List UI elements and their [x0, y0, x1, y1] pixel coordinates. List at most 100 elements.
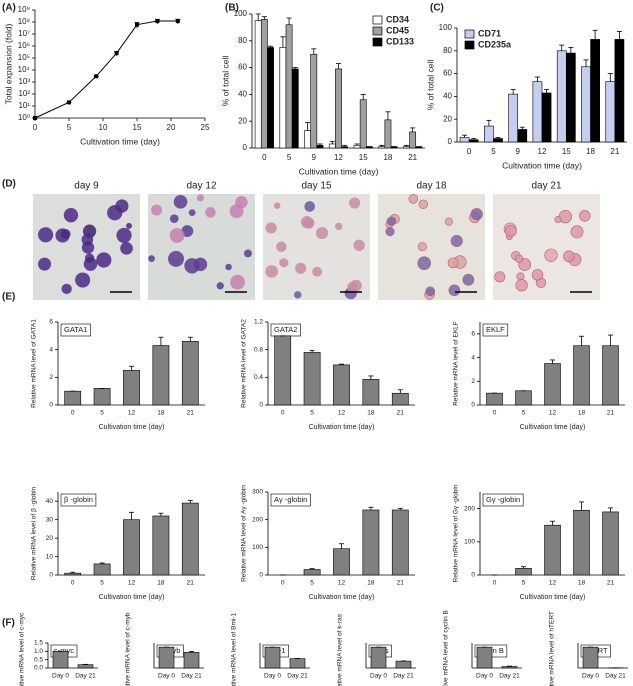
y-axis-label: % of total cell [425, 60, 435, 111]
cell [544, 248, 558, 262]
y-tick-label: 80 [443, 46, 452, 55]
cell [188, 209, 196, 217]
micrograph-label: day 9 [74, 181, 99, 192]
bar [52, 651, 69, 669]
x-tick-label: 5 [310, 410, 314, 417]
y-tick-label: 40 [443, 92, 452, 101]
cell [115, 199, 129, 213]
x-tick-label: 0 [467, 147, 472, 156]
cell [515, 279, 528, 292]
x-tick-label: 5 [522, 410, 526, 417]
legend-label: CD235a [478, 39, 512, 49]
x-tick-label: Day 0 [370, 673, 387, 680]
cell [193, 257, 208, 272]
x-tick-label: Day 21 [287, 673, 308, 680]
bar [565, 52, 576, 143]
cell [205, 207, 216, 218]
bar [93, 388, 111, 406]
cell [75, 272, 91, 288]
y-tick-label: 60 [443, 69, 452, 78]
x-axis-label: Cultivation time (day) [80, 136, 160, 146]
x-tick-label: 21 [187, 580, 195, 587]
x-tick-label: 15 [133, 123, 142, 132]
chart-title: EKLF [486, 325, 505, 334]
y-tick-label: 20 [443, 114, 452, 123]
x-tick-label: 0 [33, 123, 38, 132]
x-tick-label: 18 [383, 153, 392, 162]
bar [254, 20, 262, 149]
y-tick-label: 10⁸ [18, 17, 30, 26]
panel-label: (C) [430, 3, 444, 14]
bar [508, 93, 519, 143]
x-tick-label: Day 21 [181, 673, 202, 680]
y-tick-label: 1.0 [34, 648, 43, 655]
point [155, 19, 160, 24]
bar [335, 68, 342, 149]
cell [295, 262, 307, 274]
cell [120, 242, 133, 255]
y-tick-label: 10¹ [18, 101, 30, 110]
cell [148, 255, 155, 262]
bar [403, 146, 410, 149]
cell [570, 225, 584, 239]
title-box [482, 493, 524, 507]
legend-swatch [372, 37, 383, 47]
y-tick-label: 0 [471, 572, 475, 579]
panel-label: (D) [2, 179, 16, 190]
bar [183, 652, 200, 669]
x-tick-label: 21 [397, 580, 405, 587]
cell [60, 228, 71, 240]
x-tick-label: 21 [408, 153, 417, 162]
bar [316, 145, 324, 149]
x-tick-label: 18 [157, 580, 165, 587]
bar [359, 99, 367, 149]
x-tick-label: 0 [493, 410, 497, 417]
y-axis-label: Relative mRNA level of GATA1 [31, 319, 38, 408]
y-axis-label: % of total cell [220, 56, 230, 107]
cell [173, 194, 188, 209]
cell [554, 216, 562, 224]
x-tick-label: 18 [367, 580, 375, 587]
x-tick-label: 12 [338, 580, 346, 587]
bar [532, 81, 543, 143]
y-tick-label: 1.2 [254, 319, 263, 326]
cell [294, 291, 302, 299]
y-tick-label: 0.5 [34, 656, 43, 663]
y-axis-label: Relative mRNA level of EKLF [453, 321, 460, 406]
cell [265, 222, 277, 234]
cell [349, 197, 361, 209]
x-tick-label: 18 [578, 410, 586, 417]
y-tick-label: 0 [243, 143, 248, 152]
bar [476, 646, 493, 669]
x-tick-label: Day 21 [393, 673, 414, 680]
micrograph-label: day 15 [301, 181, 331, 192]
bar [274, 335, 292, 406]
legend-swatch [464, 40, 475, 50]
cell [418, 199, 428, 210]
x-tick-label: 12 [128, 580, 136, 587]
cell [417, 242, 427, 252]
x-tick-label: 18 [586, 147, 595, 156]
bar [152, 345, 170, 406]
cell [334, 222, 343, 231]
y-axis-label: Relative mRNA level of c-myb [125, 612, 132, 686]
y-tick-label: 0.0 [34, 665, 43, 672]
x-tick-label: 5 [287, 153, 292, 162]
cell [425, 286, 436, 297]
y-tick-label: 10⁴ [18, 65, 31, 74]
x-tick-label: 25 [201, 123, 210, 132]
y-tick-label: 10⁰ [18, 113, 30, 122]
legend-swatch [464, 29, 475, 39]
bar [370, 646, 387, 669]
y-tick-label: 60 [238, 63, 247, 72]
y-tick-label: 100 [252, 544, 263, 551]
cell [151, 204, 163, 216]
bar [517, 129, 528, 143]
bar [123, 370, 140, 406]
y-tick-label: 80 [238, 36, 247, 45]
cell [196, 194, 205, 202]
x-tick-label: 12 [128, 410, 136, 417]
point [135, 22, 139, 27]
x-tick-label: 12 [549, 410, 557, 417]
y-tick-label: 0.4 [254, 374, 263, 381]
